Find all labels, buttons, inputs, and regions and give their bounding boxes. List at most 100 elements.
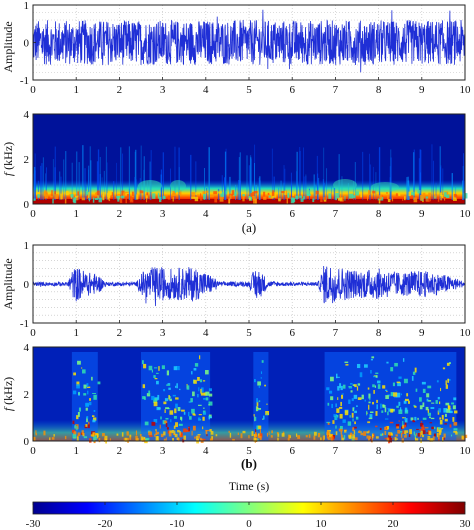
spectrogram-a-low-band-cell	[287, 192, 290, 198]
spectrogram-b-low-band-cell	[341, 437, 344, 441]
spectrogram-a-low-band-cell	[218, 191, 222, 194]
spectrogram-b-cell	[368, 404, 370, 410]
waveform-b-xtick-label: 2	[117, 327, 123, 339]
spectrogram-b-cell	[380, 433, 383, 437]
spectrogram-a-low-band-cell	[102, 194, 105, 201]
spectrogram-b-low-band-cell	[403, 435, 407, 438]
spectrogram-b-cell	[143, 363, 147, 369]
spectrogram-b-cell	[417, 432, 421, 437]
spectrogram-a-low-band-cell	[303, 196, 305, 200]
spectrogram-b-low-band-cell	[196, 435, 199, 440]
spectrogram-b-cell	[402, 420, 404, 426]
ylabel-frequency-a: f (kHz)	[1, 142, 15, 176]
spectrogram-b-cell	[148, 390, 151, 395]
waveform-b-xtick-label: 9	[419, 327, 425, 339]
spectrogram-b-cell	[194, 363, 199, 367]
spectrogram-b-cell	[92, 417, 97, 421]
spectrogram-b-cell	[367, 421, 371, 424]
spectrogram-b-low-band-cell	[464, 434, 468, 439]
spectrogram-b-cell	[176, 383, 178, 389]
spectrogram-a-low-band-cell	[65, 190, 69, 196]
spectrogram-b-low-band-cell	[340, 430, 343, 435]
spectrogram-a-low-band-cell	[108, 193, 111, 198]
spectrogram-b-low-band-cell	[205, 430, 208, 435]
waveform-a-xtick-label: 4	[203, 84, 209, 96]
spectrogram-a-low-band-cell	[250, 193, 253, 197]
spectrogram-b-cell	[447, 405, 451, 410]
spectrogram-b-cell	[392, 437, 394, 440]
spectrogram-b-cell	[188, 411, 190, 417]
spectrogram-b-cell	[363, 431, 367, 436]
spectrogram-a-low-band-cell	[411, 191, 415, 196]
spectrogram-b-cell	[354, 410, 357, 414]
spectrogram-b-low-band-cell	[123, 437, 126, 442]
spectrogram-b-cell	[203, 412, 207, 415]
spectrogram-b-low-band-cell	[139, 433, 142, 437]
spectrogram-b-low-band-cell	[381, 433, 384, 436]
spectrogram-b-cell	[144, 421, 149, 426]
spectrogram-b-cell	[441, 414, 444, 420]
spectrogram-b-cell	[173, 366, 177, 371]
spectrogram-b-cell	[445, 380, 447, 385]
spectrogram-b-cell	[433, 426, 436, 430]
waveform-a-xtick-label: 6	[289, 84, 295, 96]
spectrogram-b-cell	[426, 432, 429, 434]
spectrogram-a-low-band-cell	[299, 195, 302, 198]
spectrogram-a-low-band-cell	[284, 190, 287, 195]
spectrogram-b-cell	[437, 410, 440, 415]
spectrogram-b-cell	[352, 407, 355, 412]
spectrogram-b-low-band-cell	[323, 435, 325, 440]
spectrogram-b-low-band-cell	[76, 436, 79, 441]
spectrogram-a-low-band-cell	[131, 191, 134, 197]
spectrogram-b-cell	[94, 435, 97, 438]
spectrogram-b-cell	[153, 375, 156, 378]
spectrogram-b-cell	[265, 410, 270, 416]
spectrogram-b-low-band-cell	[277, 433, 280, 437]
spectrogram-b-cell	[194, 436, 196, 439]
spectrogram-b-cell	[356, 416, 358, 419]
spectrogram-a-low-band-cell	[272, 190, 275, 196]
spectrogram-b-cell	[92, 419, 96, 423]
spectrogram-a-low-band-cell	[70, 194, 74, 198]
spectrogram-a-low-band-cell	[74, 195, 79, 198]
ylabel-f-unit-b: (kHz)	[1, 377, 15, 408]
spectrogram-a-low-band-cell	[344, 195, 346, 201]
spectrogram-b-cell	[177, 407, 181, 412]
spectrogram-b-cell	[73, 372, 76, 376]
spectrogram-b-xtick-label: 0	[30, 445, 36, 457]
spectrogram-a-low-band-cell	[444, 192, 447, 197]
spectrogram-b-cell	[208, 416, 212, 419]
spectrogram-b-low-band-cell	[82, 432, 85, 437]
spectrogram-a-low-band-cell	[78, 191, 81, 195]
spectrogram-a-xtick-label: 0	[30, 208, 36, 220]
spectrogram-b-cell	[337, 397, 339, 400]
spectrogram-b-cell	[86, 417, 88, 423]
spectrogram-b-low-band-cell	[313, 435, 316, 440]
spectrogram-b-cell	[332, 420, 335, 424]
spectrogram-b-cell	[259, 429, 261, 434]
spectrogram-b-low-band-cell	[401, 438, 404, 443]
spectrogram-b-cell	[369, 396, 371, 401]
spectrogram-b-cell	[193, 379, 197, 384]
spectrogram-b-low-band-cell	[367, 435, 370, 441]
spectrogram-a-low-band-cell	[312, 198, 315, 203]
spectrogram-b-cell	[394, 362, 398, 367]
spectrogram-b-cell	[342, 384, 346, 389]
spectrogram-b-cell	[385, 418, 389, 420]
spectrogram-b-cell	[351, 412, 354, 418]
spectrogram-b-low-band-cell	[211, 436, 213, 440]
spectrogram-b-cell	[89, 401, 92, 406]
spectrogram-b-cell	[373, 376, 377, 378]
spectrogram-a-low-band-cell	[92, 197, 95, 203]
spectrogram-b-low-band-cell	[428, 431, 432, 435]
spectrogram-a-low-band-cell	[219, 196, 224, 202]
spectrogram-a-low-band-cell	[87, 192, 90, 198]
spectrogram-b-cell	[209, 393, 213, 397]
spectrogram-b-cell	[399, 431, 404, 433]
spectrogram-b-cell	[178, 423, 183, 426]
spectrogram-b-low-band-cell	[375, 436, 379, 439]
spectrogram-a-low-band-cell	[191, 196, 196, 199]
spectrogram-b-cell	[188, 426, 190, 429]
spectrogram-b-cell	[413, 431, 415, 436]
spectrogram-b-low-band-cell	[229, 432, 232, 438]
